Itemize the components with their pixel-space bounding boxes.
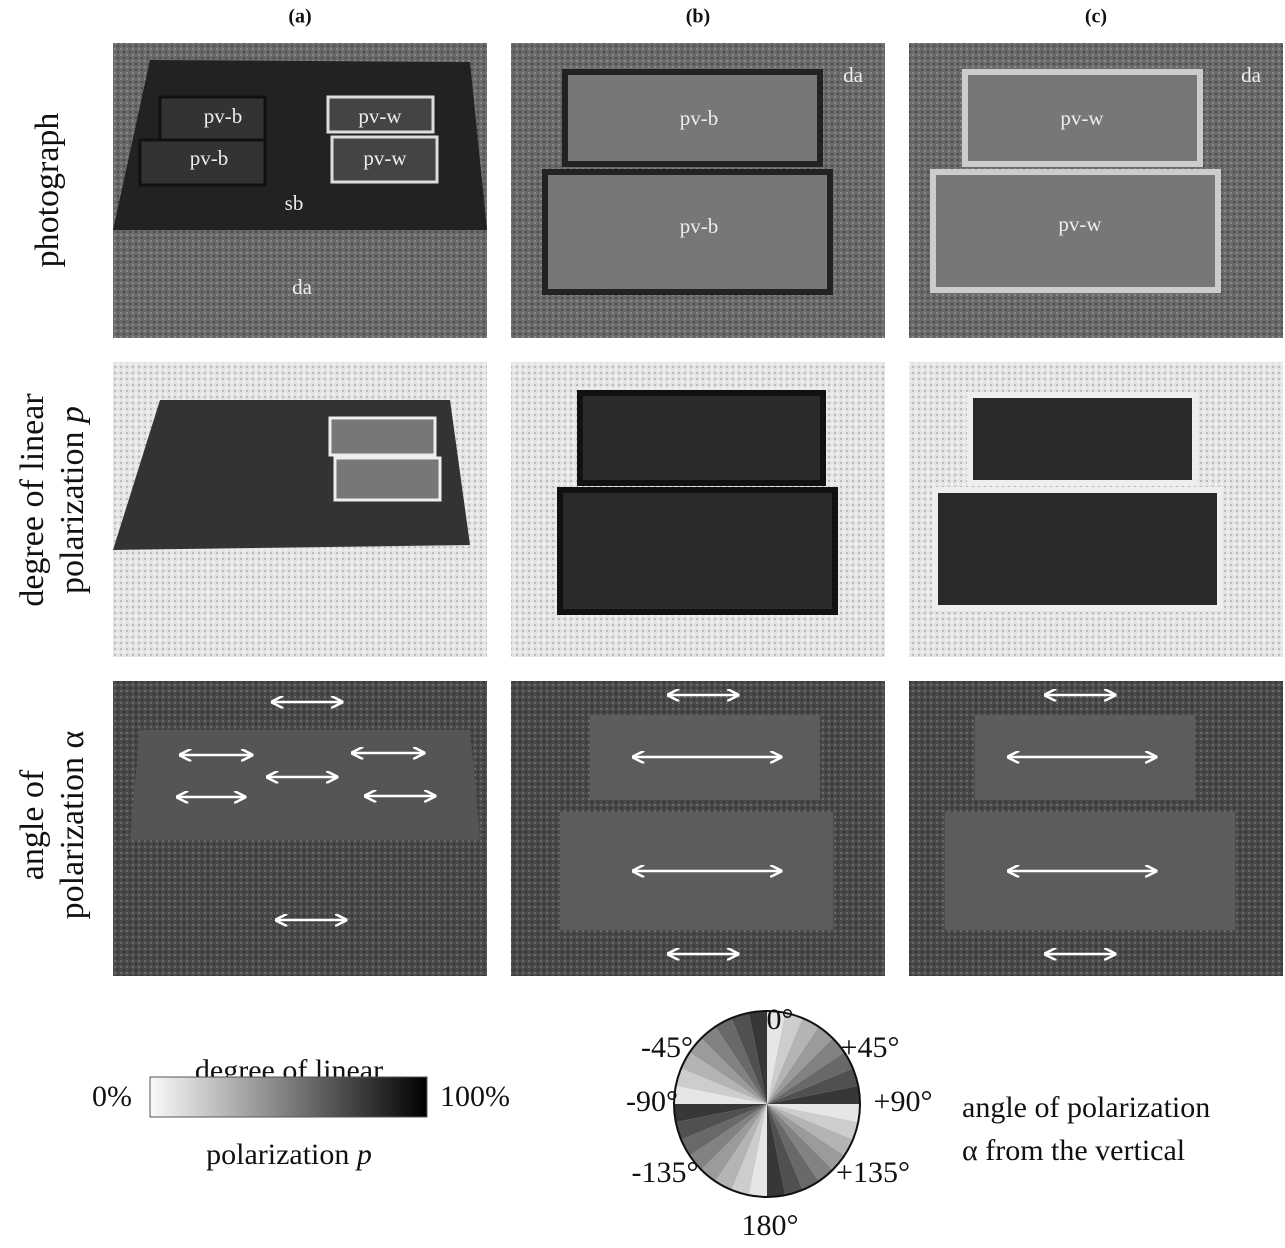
wheel-slice xyxy=(767,1011,786,1104)
wheel-slice xyxy=(715,1018,767,1104)
angle-label: 180° xyxy=(742,1209,799,1242)
legend-title-text: polarization xyxy=(206,1138,349,1171)
wheel-slice xyxy=(715,1104,767,1190)
wheel-slice xyxy=(767,1104,833,1182)
panel-label: da xyxy=(843,63,864,87)
panel-label: pv-b xyxy=(204,104,243,128)
wheel-slice xyxy=(767,1104,845,1170)
wheel-slice xyxy=(748,1011,767,1104)
wheel-slice xyxy=(748,1104,767,1197)
wheel-slice xyxy=(767,1085,860,1104)
legend-max: 100% xyxy=(440,1080,510,1113)
wheel-slice xyxy=(767,1068,859,1104)
wheel-slice xyxy=(767,1018,819,1104)
wheel-slice xyxy=(767,1012,803,1104)
aop-c xyxy=(909,681,1283,976)
panel-label: pv-b xyxy=(680,106,719,130)
dolp-c xyxy=(909,362,1283,657)
wheel-outline xyxy=(673,1010,861,1198)
legend-min: 0% xyxy=(92,1080,132,1113)
angle-label: +135° xyxy=(836,1156,910,1189)
panel-label: pv-b xyxy=(680,214,719,238)
angle-wheel xyxy=(674,1011,860,1197)
wheel-slice xyxy=(689,1038,767,1104)
polarization-arrows xyxy=(177,695,1156,954)
angle-label: -90° xyxy=(626,1085,678,1118)
panel-label: pv-w xyxy=(1060,106,1104,130)
panel-label: pv-w xyxy=(363,146,407,170)
wheel-slice xyxy=(767,1026,833,1104)
column-header: (a) xyxy=(288,6,311,28)
wheel-slice xyxy=(767,1052,853,1104)
wheel-slice xyxy=(701,1026,767,1104)
wheel-slice xyxy=(767,1104,786,1197)
wheel-slice xyxy=(767,1104,859,1140)
aop-a xyxy=(113,681,487,976)
wheel-slice xyxy=(767,1038,845,1104)
panel-label: pv-w xyxy=(358,104,402,128)
wheel-slice xyxy=(675,1068,767,1104)
row-label-line: polarization xyxy=(54,432,91,594)
dolp-b xyxy=(511,362,885,657)
wheel-slice xyxy=(701,1104,767,1182)
panel-label: sb xyxy=(285,191,304,215)
wheel-slice xyxy=(767,1104,853,1156)
column-header: (b) xyxy=(686,6,710,28)
angle-label: -45° xyxy=(641,1031,693,1064)
row-label: degree of linear xyxy=(14,393,51,607)
wheel-slice xyxy=(767,1104,860,1123)
panel-label: pv-w xyxy=(1058,212,1102,236)
wheel-slice xyxy=(674,1085,767,1104)
column-header: (c) xyxy=(1085,6,1107,28)
legend-caption: α from the vertical xyxy=(962,1134,1185,1167)
legend-variable: p xyxy=(355,1138,372,1171)
angle-label: 0° xyxy=(767,1003,794,1036)
wheel-slice xyxy=(731,1104,767,1196)
row-label: polarization α xyxy=(54,730,91,919)
wheel-slice xyxy=(767,1104,803,1196)
panel-label: da xyxy=(292,275,313,299)
panel-label: pv-b xyxy=(190,146,229,170)
angle-label: +90° xyxy=(874,1085,933,1118)
photo-b xyxy=(511,43,885,338)
angle-label: +45° xyxy=(841,1031,900,1064)
photo-c xyxy=(909,43,1283,338)
wheel-slice xyxy=(731,1012,767,1104)
row-label: polarization p xyxy=(54,406,91,594)
dolp-a xyxy=(113,362,487,657)
wheel-slice xyxy=(767,1104,819,1190)
wheel-slice xyxy=(681,1052,767,1104)
legend-title: polarization p xyxy=(206,1138,372,1171)
photo-a xyxy=(113,43,487,338)
legend-caption: angle of polarization xyxy=(962,1091,1210,1124)
panel-label: da xyxy=(1241,63,1262,87)
wheel-slice xyxy=(675,1104,767,1140)
angle-label: -135° xyxy=(632,1156,699,1189)
gradient-bar xyxy=(149,1076,428,1118)
aop-b xyxy=(511,681,885,976)
wheel-slice xyxy=(681,1104,767,1156)
wheel-slice xyxy=(689,1104,767,1170)
wheel-slice xyxy=(674,1104,767,1123)
row-label-variable: p xyxy=(54,406,91,425)
row-label: photograph xyxy=(29,113,66,268)
row-label: angle of xyxy=(14,769,51,880)
